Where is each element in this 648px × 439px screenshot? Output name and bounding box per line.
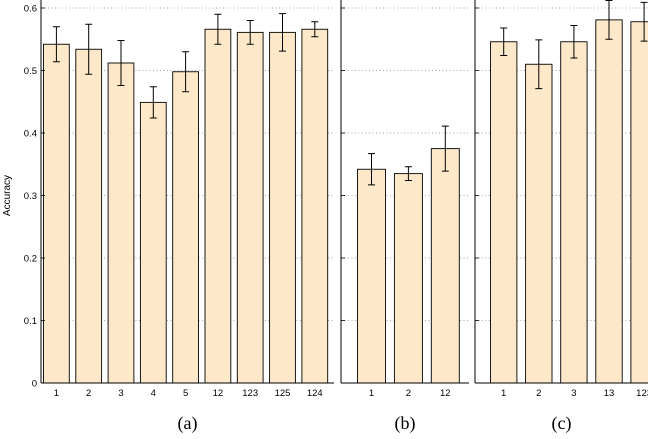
x-tick-label: 125 (275, 388, 291, 399)
panel-caption: (a) (178, 413, 198, 434)
chart-panel-3: 12313123(c) (474, 0, 648, 434)
bar (236, 31, 264, 384)
x-tick-label: 1 (54, 388, 59, 399)
y-tick-label: 0.1 (24, 316, 37, 327)
chart-panel-2: 1 2 12(b) (340, 0, 469, 434)
chart-panel-1: 1 2 3 4 5 12 123 125 12400.10.20.30.40.50.6Accur… (2, 0, 334, 434)
x-tick-label: 124 (307, 388, 323, 399)
x-tick-label: 1 (501, 388, 506, 399)
bar (560, 41, 588, 384)
y-tick-label: 0.5 (24, 66, 37, 77)
bar (630, 21, 648, 384)
x-tick-label: 2 (86, 388, 91, 399)
bar (172, 71, 199, 384)
x-tick-label: 5 (183, 388, 188, 399)
y-tick-label: 0 (32, 379, 37, 390)
bar (139, 101, 167, 384)
bar (525, 63, 553, 384)
y-tick-label: 0.2 (24, 254, 37, 265)
bar (43, 43, 70, 384)
bar (204, 28, 232, 384)
x-tick-label: 3 (118, 388, 123, 399)
y-tick-label: 0.3 (24, 191, 37, 202)
bar (107, 62, 135, 384)
bar (393, 173, 423, 384)
x-tick-label: 4 (151, 388, 156, 399)
panel-caption: (b) (395, 413, 416, 434)
y-axis-label: Accuracy (2, 175, 13, 216)
bar (269, 31, 296, 384)
bar (430, 148, 460, 384)
bar (75, 48, 103, 384)
bar (595, 19, 623, 384)
x-tick-label: 123 (242, 388, 258, 399)
bar (490, 41, 518, 384)
y-tick-label: 0.6 (24, 4, 37, 15)
x-tick-label: 12 (440, 388, 451, 399)
x-tick-label: 123 (636, 388, 648, 399)
x-tick-label: 1 (369, 388, 374, 399)
panel-caption: (c) (552, 413, 572, 434)
x-tick-label: 12 (213, 388, 224, 399)
x-tick-label: 2 (536, 388, 541, 399)
y-tick-label: 0.4 (24, 129, 37, 140)
bar (357, 168, 386, 384)
x-tick-label: 13 (604, 388, 615, 399)
bar (301, 28, 329, 384)
x-tick-label: 2 (406, 388, 411, 399)
x-tick-label: 3 (571, 388, 576, 399)
